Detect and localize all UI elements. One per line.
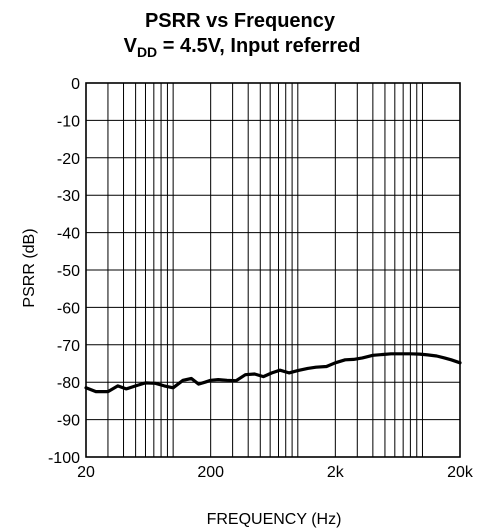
chart-subtitle: VDD = 4.5V, Input referred <box>124 35 361 60</box>
y-tick-label: 0 <box>71 76 80 93</box>
subtitle-prefix: V <box>124 35 138 57</box>
subtitle-suffix: = 4.5V, Input referred <box>157 35 360 57</box>
y-tick-label: -100 <box>48 450 80 467</box>
psrr-series-line <box>84 352 462 394</box>
x-tick-label: 20k <box>447 464 474 481</box>
y-tick-labels: 0 -10 -20 -30 -40 -50 -60 -70 -80 -90 -100 <box>48 76 80 467</box>
x-tick-label: 2k <box>327 464 345 481</box>
chart-title: PSRR vs Frequency <box>145 10 336 32</box>
y-tick-label: -20 <box>57 151 80 168</box>
y-tick-label: -80 <box>57 375 80 392</box>
x-tick-label: 20 <box>77 464 95 481</box>
plot-frame <box>85 82 461 458</box>
y-tick-label: -30 <box>57 188 80 205</box>
grid <box>86 82 460 458</box>
x-tick-labels: 20 200 2k 20k <box>77 464 474 481</box>
series-group <box>84 352 462 394</box>
x-tick-label: 200 <box>197 464 224 481</box>
y-tick-label: -90 <box>57 413 80 430</box>
subtitle-subscript: DD <box>137 44 157 60</box>
y-tick-label: -50 <box>57 263 80 280</box>
y-tick-label: -40 <box>57 226 80 243</box>
y-tick-label: -60 <box>57 300 80 317</box>
y-axis-label: PSRR (dB) <box>21 228 38 307</box>
y-tick-label: -10 <box>57 113 80 130</box>
x-axis-label: FREQUENCY (Hz) <box>207 511 342 528</box>
y-tick-label: -70 <box>57 338 80 355</box>
